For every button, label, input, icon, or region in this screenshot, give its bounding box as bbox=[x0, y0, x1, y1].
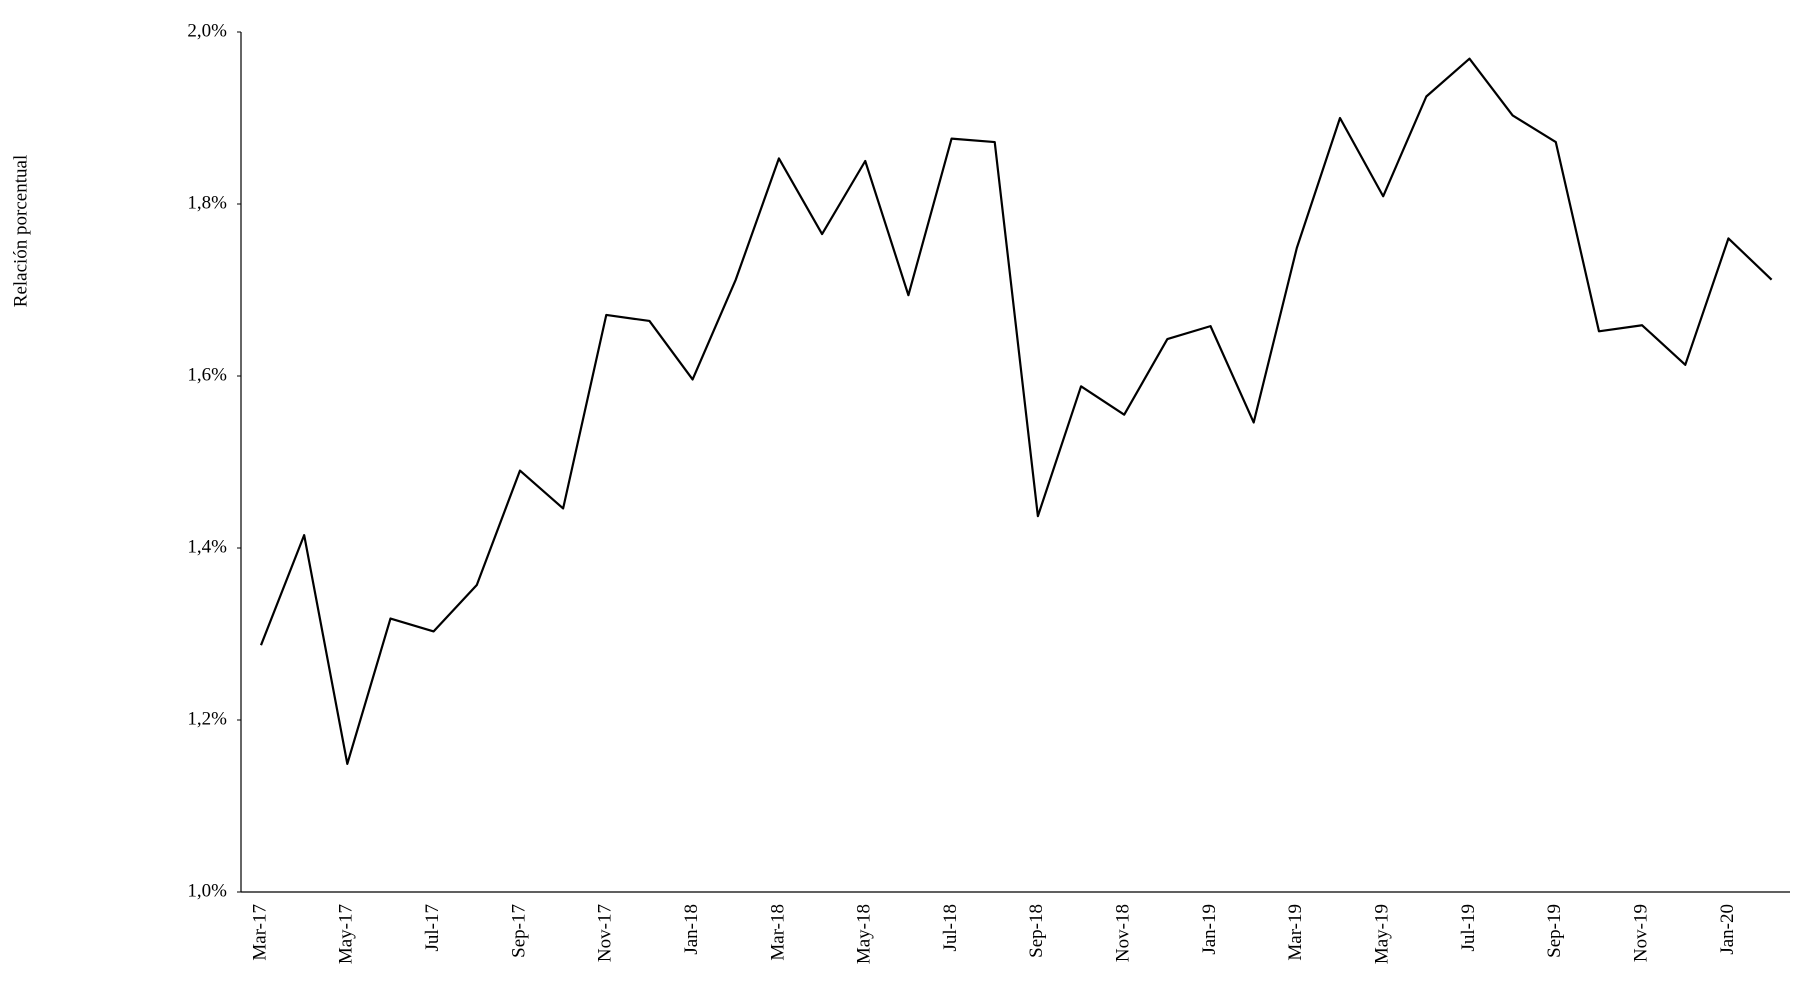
x-tick-label: Jul-17 bbox=[422, 904, 443, 952]
x-tick-label: Jul-19 bbox=[1458, 904, 1479, 952]
y-tick-label: 1,6% bbox=[187, 364, 227, 385]
x-tick-label: Jul-18 bbox=[940, 904, 961, 952]
x-tick-label: Jan-19 bbox=[1199, 904, 1220, 955]
y-tick-label: 1,2% bbox=[187, 708, 227, 729]
x-tick-label: Nov-17 bbox=[595, 904, 616, 962]
x-tick-label: May-17 bbox=[336, 904, 357, 964]
x-tick-label: Sep-18 bbox=[1026, 904, 1047, 958]
y-axis-label: Relación porcentual bbox=[10, 155, 31, 307]
x-tick-label: Mar-18 bbox=[767, 904, 788, 961]
x-tick-label: Mar-19 bbox=[1285, 904, 1306, 961]
x-tick-label: Sep-19 bbox=[1544, 904, 1565, 958]
x-tick-label: Sep-17 bbox=[508, 904, 529, 958]
data-line bbox=[259, 57, 1773, 765]
x-tick-label: May-18 bbox=[854, 904, 875, 964]
x-tick-label: Mar-17 bbox=[249, 904, 270, 961]
y-tick-label: 2,0% bbox=[187, 20, 227, 41]
x-tick-label: Jan-20 bbox=[1717, 904, 1738, 955]
y-tick-label: 1,4% bbox=[187, 536, 227, 557]
y-tick-label: 1,8% bbox=[187, 192, 227, 213]
x-tick-label: Nov-19 bbox=[1630, 904, 1651, 962]
x-tick-label: Jan-18 bbox=[681, 904, 702, 955]
x-tick-label: Nov-18 bbox=[1113, 904, 1134, 962]
x-tick-label: May-19 bbox=[1372, 904, 1393, 964]
y-tick-label: 1,0% bbox=[187, 880, 227, 901]
